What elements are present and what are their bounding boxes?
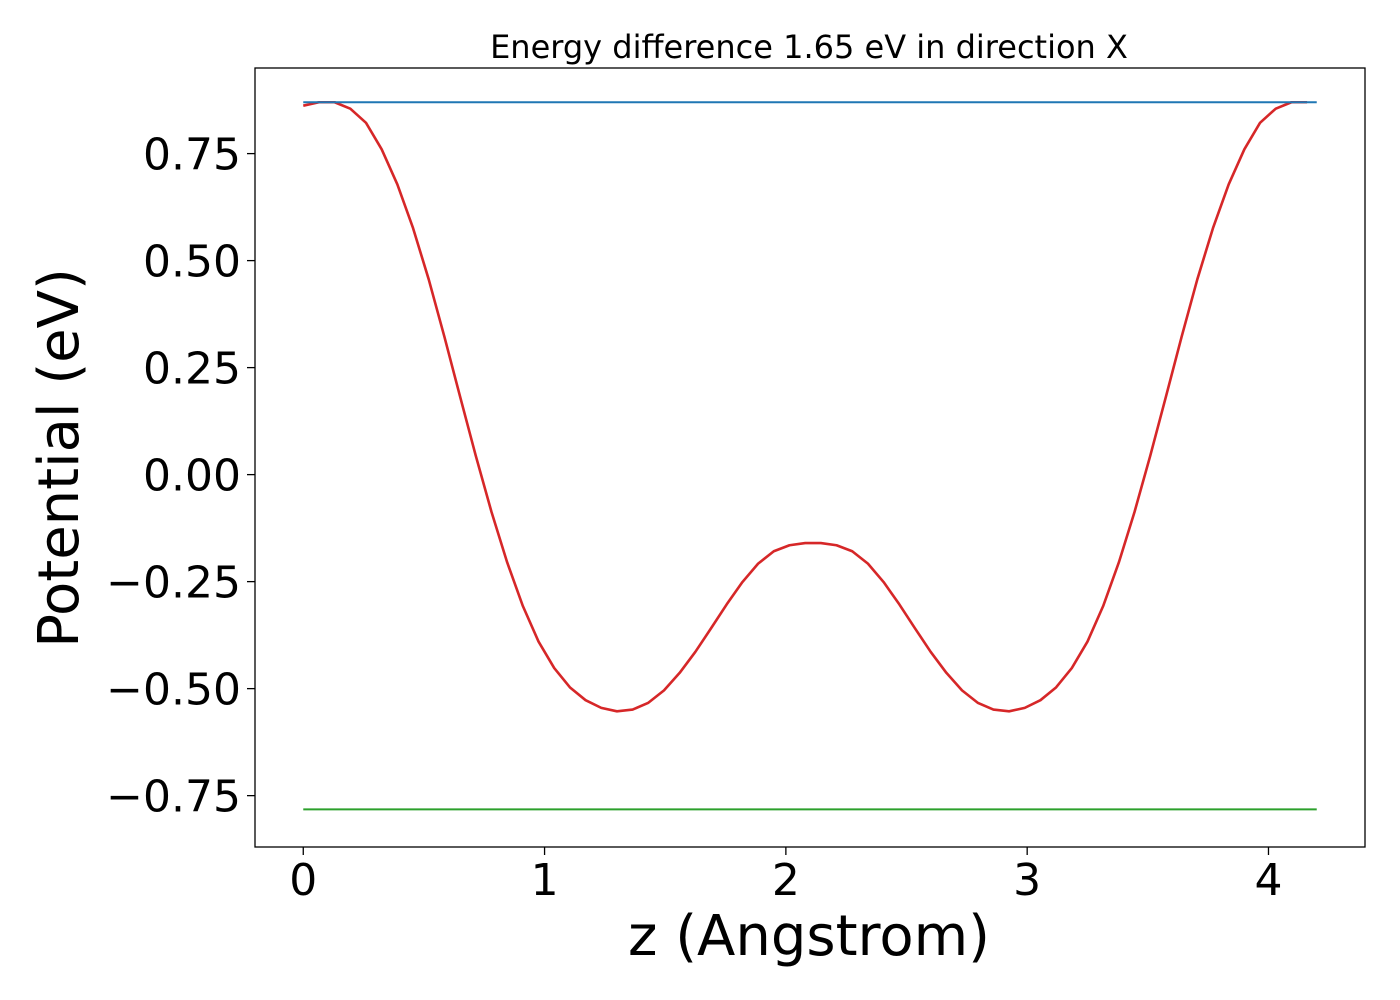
y-tick-label: 0.25 — [143, 344, 241, 395]
y-axis-label: Potential (eV) — [27, 268, 92, 648]
chart-title: Energy difference 1.65 eV in direction X — [490, 28, 1128, 66]
plot-frame — [254, 67, 1366, 848]
y-tick-label: −0.25 — [106, 558, 241, 609]
x-axis-label: z (Angstrom) — [628, 904, 990, 969]
y-tick-label: 0.00 — [143, 451, 241, 502]
y-axis: 0.75 0.50 0.25 0.00 −0.25 −0.50 −0.75 — [106, 130, 255, 823]
y-tick-label: −0.50 — [106, 665, 241, 716]
x-axis: 0 1 2 3 4 — [289, 847, 1282, 906]
x-tick-label: 0 — [289, 855, 317, 906]
x-tick-label: 4 — [1254, 855, 1282, 906]
y-tick-label: 0.75 — [143, 130, 241, 181]
x-tick-label: 2 — [772, 855, 800, 906]
x-tick-label: 1 — [531, 855, 559, 906]
y-tick-label: 0.50 — [143, 237, 241, 288]
y-tick-label: −0.75 — [106, 772, 241, 823]
x-tick-label: 3 — [1013, 855, 1041, 906]
series-line-0 — [302, 100, 1308, 713]
series-layer — [302, 100, 1317, 811]
